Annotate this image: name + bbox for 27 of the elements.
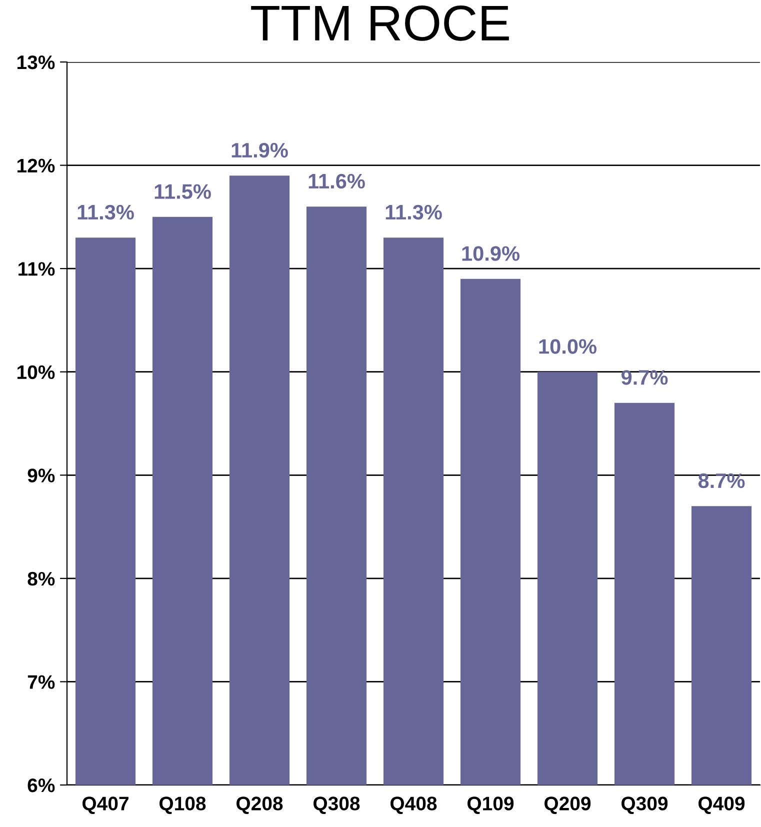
y-tick-label: 9%	[28, 468, 55, 482]
x-tick-label: Q208	[236, 796, 283, 814]
data-label: 11.3%	[386, 204, 442, 220]
y-tick-label: 6%	[28, 778, 55, 792]
data-label: 9.7%	[621, 370, 668, 385]
x-tick-label: Q407	[82, 796, 128, 814]
y-tick-label: 7%	[28, 675, 55, 689]
data-label: 8.7%	[698, 473, 745, 488]
chart-title: TTM ROCE	[251, 5, 509, 41]
x-tick-label: Q209	[544, 796, 591, 814]
x-tick-label: Q409	[698, 796, 745, 814]
data-label: 11.3%	[78, 204, 134, 220]
y-tick-label: 12%	[18, 158, 55, 172]
y-tick-label: 13%	[18, 55, 55, 70]
x-tick-label: Q308	[314, 796, 360, 814]
x-tick-label: Q108	[160, 796, 206, 814]
x-tick-label: Q309	[622, 796, 668, 814]
data-label: 10.0%	[539, 339, 596, 354]
y-tick-label: 8%	[28, 572, 55, 586]
data-label: 11.5%	[154, 184, 211, 199]
data-label: 10.9%	[462, 246, 520, 261]
y-tick-label: 10%	[18, 365, 55, 380]
y-tick-label: 11%	[18, 262, 55, 276]
data-label: 11.9%	[232, 142, 288, 158]
x-tick-label: Q408	[390, 796, 437, 814]
data-label: 11.6%	[308, 174, 365, 189]
x-tick-label: Q109	[468, 796, 514, 814]
